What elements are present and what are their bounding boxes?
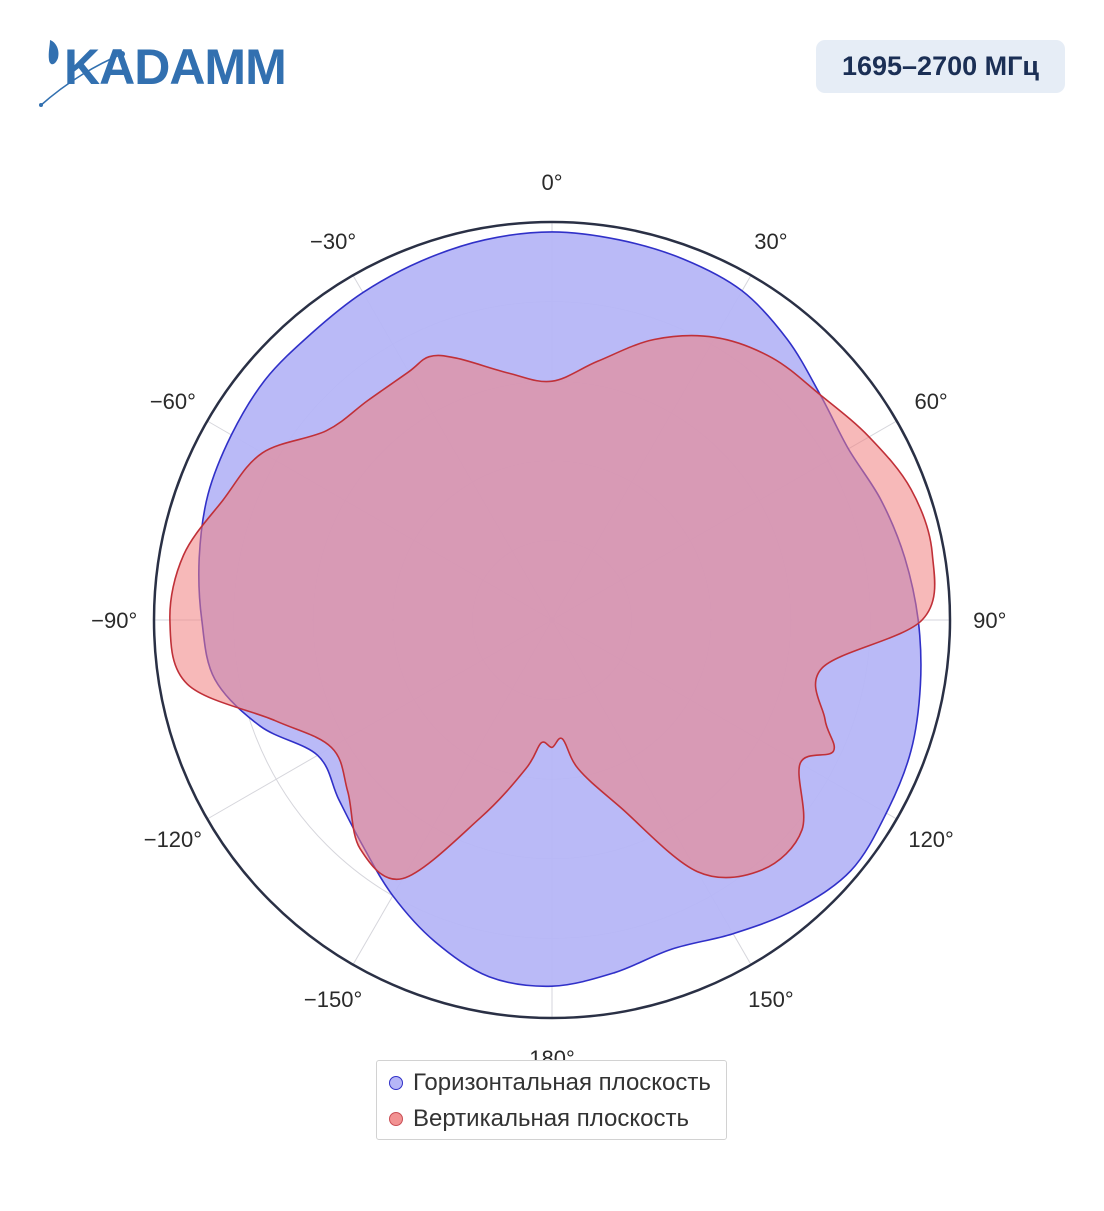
logo-wordmark: KADAMM [64, 39, 287, 95]
tick-label: 150° [748, 987, 794, 1012]
tick-label: 30° [754, 229, 787, 254]
angular-tick-labels: 0° 30° 60° 90° 120° 150° 180° −150° −120° −90° −60… [91, 170, 1006, 1060]
series-area-vertical [169, 334, 936, 881]
frequency-band-badge: 1695–2700 МГц [816, 40, 1065, 93]
legend-label-vertical: Вертикальная плоскость [413, 1105, 689, 1132]
legend-item-horizontal[interactable]: Горизонтальная плоскость [389, 1069, 711, 1097]
tick-label: −150° [304, 987, 362, 1012]
kadamm-logo [39, 40, 125, 107]
logo-swoosh-icon [39, 53, 123, 107]
legend: Горизонтальная плоскость Вертикальная пл… [376, 1060, 727, 1140]
polar-radiation-chart: 0° 30° 60° 90° 120° 150° 180° −150° −120° −90° −60… [91, 170, 1006, 1060]
tick-label: −90° [91, 608, 137, 633]
tick-label: 0° [541, 170, 562, 195]
legend-label-horizontal: Горизонтальная плоскость [413, 1069, 711, 1096]
outer-ring-circle [152, 220, 952, 1020]
tick-label: −60° [150, 389, 196, 414]
tick-label: 120° [908, 827, 954, 852]
legend-swatch-horizontal [389, 1076, 403, 1090]
tick-label: 180° [529, 1046, 575, 1060]
outer-ring [152, 220, 952, 1020]
tick-label: −120° [144, 827, 202, 852]
series-layer [169, 231, 936, 988]
logo-mark-icon [48, 40, 59, 65]
tick-label: 90° [973, 608, 1006, 633]
legend-swatch-vertical [389, 1112, 403, 1126]
tick-label: 60° [914, 389, 947, 414]
legend-item-vertical[interactable]: Вертикальная плоскость [389, 1105, 689, 1133]
tick-label: −30° [310, 229, 356, 254]
